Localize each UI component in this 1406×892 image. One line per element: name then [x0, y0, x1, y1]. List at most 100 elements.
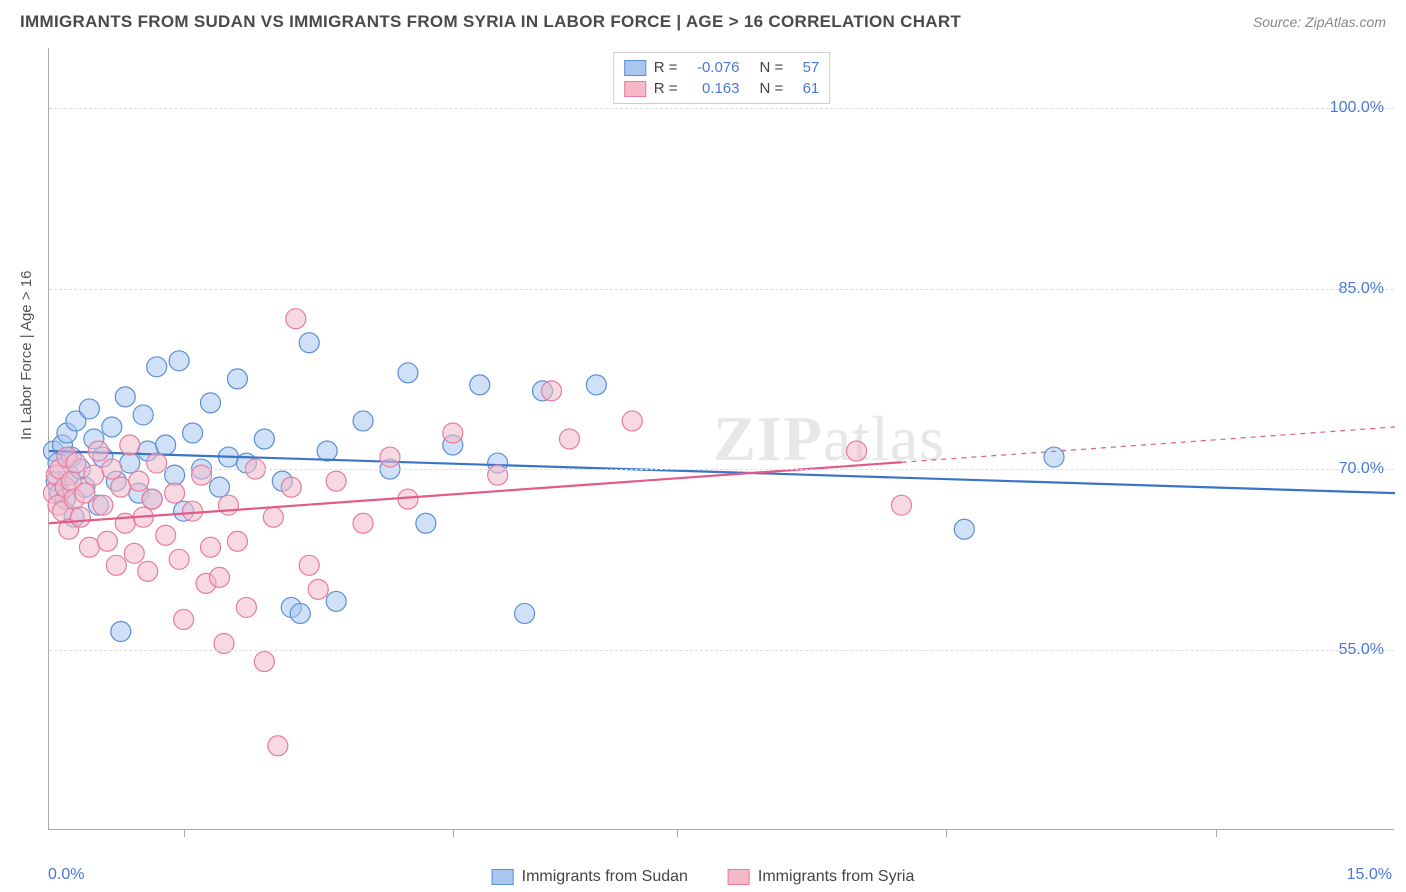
legend-series-label: Immigrants from Syria: [758, 868, 914, 886]
legend-top-row: R = 0.163 N = 61: [624, 78, 820, 99]
legend-n-value: 57: [791, 59, 819, 76]
legend-r-value: 0.163: [686, 80, 740, 97]
scatter-point-sudan: [954, 519, 974, 539]
scatter-point-syria: [165, 483, 185, 503]
legend-bottom-item: Immigrants from Sudan: [492, 868, 688, 886]
scatter-point-syria: [281, 477, 301, 497]
scatter-point-syria: [169, 549, 189, 569]
trend-line-extrapolated-syria: [901, 427, 1395, 462]
scatter-point-syria: [353, 513, 373, 533]
series-legend: Immigrants from Sudan Immigrants from Syr…: [492, 868, 915, 886]
scatter-point-syria: [286, 309, 306, 329]
scatter-point-syria: [254, 652, 274, 672]
scatter-point-syria: [111, 477, 131, 497]
scatter-svg: [49, 48, 1394, 829]
x-tick: [184, 829, 185, 837]
scatter-point-sudan: [353, 411, 373, 431]
legend-n-label: N =: [760, 80, 784, 97]
gridline: [49, 289, 1394, 290]
legend-n-value: 61: [791, 80, 819, 97]
legend-r-value: -0.076: [686, 59, 740, 76]
x-tick: [677, 829, 678, 837]
scatter-point-syria: [398, 489, 418, 509]
gridline: [49, 108, 1394, 109]
legend-bottom-item: Immigrants from Syria: [728, 868, 914, 886]
scatter-point-sudan: [156, 435, 176, 455]
scatter-point-syria: [268, 736, 288, 756]
chart-source: Source: ZipAtlas.com: [1253, 14, 1386, 30]
legend-series-label: Immigrants from Sudan: [522, 868, 688, 886]
scatter-point-sudan: [201, 393, 221, 413]
scatter-point-sudan: [1044, 447, 1064, 467]
legend-swatch: [728, 869, 750, 885]
scatter-point-sudan: [79, 399, 99, 419]
scatter-point-syria: [142, 489, 162, 509]
scatter-point-syria: [326, 471, 346, 491]
scatter-point-syria: [201, 537, 221, 557]
scatter-point-syria: [138, 561, 158, 581]
scatter-point-sudan: [398, 363, 418, 383]
scatter-point-sudan: [227, 369, 247, 389]
x-tick: [453, 829, 454, 837]
scatter-point-sudan: [102, 417, 122, 437]
scatter-point-syria: [129, 471, 149, 491]
scatter-point-syria: [236, 597, 256, 617]
scatter-point-syria: [106, 555, 126, 575]
scatter-point-syria: [308, 579, 328, 599]
scatter-point-syria: [174, 609, 194, 629]
legend-r-label: R =: [654, 80, 678, 97]
y-tick-label: 100.0%: [1330, 99, 1384, 117]
scatter-point-sudan: [515, 603, 535, 623]
correlation-legend: R = -0.076 N = 57 R = 0.163 N = 61: [613, 52, 831, 104]
scatter-point-syria: [70, 507, 90, 527]
y-tick-label: 55.0%: [1339, 641, 1384, 659]
x-axis-max-label: 15.0%: [1347, 866, 1392, 884]
scatter-point-syria: [542, 381, 562, 401]
scatter-point-sudan: [254, 429, 274, 449]
scatter-point-syria: [218, 495, 238, 515]
legend-r-label: R =: [654, 59, 678, 76]
scatter-point-syria: [299, 555, 319, 575]
scatter-point-sudan: [147, 357, 167, 377]
scatter-point-syria: [183, 501, 203, 521]
scatter-point-sudan: [115, 387, 135, 407]
chart-title: IMMIGRANTS FROM SUDAN VS IMMIGRANTS FROM…: [20, 12, 961, 32]
legend-swatch: [624, 81, 646, 97]
scatter-point-sudan: [209, 477, 229, 497]
scatter-point-syria: [124, 543, 144, 563]
scatter-point-syria: [263, 507, 283, 527]
legend-swatch: [624, 60, 646, 76]
legend-top-row: R = -0.076 N = 57: [624, 57, 820, 78]
scatter-point-sudan: [133, 405, 153, 425]
scatter-point-syria: [93, 495, 113, 515]
scatter-point-syria: [75, 483, 95, 503]
scatter-point-syria: [209, 567, 229, 587]
scatter-point-sudan: [317, 441, 337, 461]
legend-n-label: N =: [760, 59, 784, 76]
scatter-point-sudan: [326, 591, 346, 611]
scatter-point-sudan: [290, 603, 310, 623]
scatter-point-syria: [227, 531, 247, 551]
scatter-point-syria: [380, 447, 400, 467]
scatter-point-syria: [847, 441, 867, 461]
gridline: [49, 469, 1394, 470]
scatter-point-syria: [156, 525, 176, 545]
scatter-point-syria: [559, 429, 579, 449]
scatter-point-sudan: [416, 513, 436, 533]
x-tick: [1216, 829, 1217, 837]
scatter-point-sudan: [169, 351, 189, 371]
scatter-point-sudan: [470, 375, 490, 395]
scatter-point-sudan: [586, 375, 606, 395]
scatter-point-sudan: [299, 333, 319, 353]
scatter-point-syria: [622, 411, 642, 431]
chart-header: IMMIGRANTS FROM SUDAN VS IMMIGRANTS FROM…: [0, 0, 1406, 38]
y-axis-label: In Labor Force | Age > 16: [18, 271, 35, 440]
scatter-point-syria: [120, 435, 140, 455]
scatter-point-syria: [97, 531, 117, 551]
legend-swatch: [492, 869, 514, 885]
scatter-point-sudan: [183, 423, 203, 443]
scatter-point-syria: [443, 423, 463, 443]
y-tick-label: 70.0%: [1339, 460, 1384, 478]
scatter-point-syria: [891, 495, 911, 515]
gridline: [49, 650, 1394, 651]
